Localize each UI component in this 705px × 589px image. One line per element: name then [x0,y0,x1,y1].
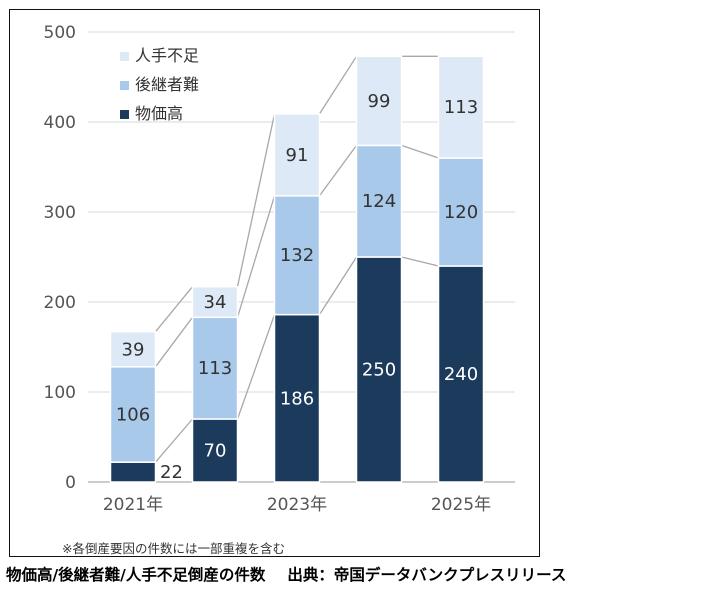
data-label: 34 [204,292,227,313]
bar-segment [355,256,403,483]
data-label: 106 [116,405,150,426]
y-tick-label: 200 [44,293,76,313]
legend-label: 後継者難 [135,75,199,94]
caption-source: 出典：帝国データバンクプレスリリース [287,566,567,584]
caption-title: 物価高/後継者難/人手不足倒産の件数 [6,566,266,584]
bar-segment [191,285,239,319]
data-label: 132 [280,245,314,266]
legend-swatch [120,110,129,119]
stacked-bar-chart: 221063970113341861329125012499240120113 … [44,23,515,515]
data-label: 91 [286,145,309,166]
x-tick-label: 2023年 [267,495,327,515]
bar-segment [355,144,403,258]
axis-ticks: 0 100 200 300 400 500 2021年 2023年 2025年 [44,23,492,515]
bar-segment [273,113,321,197]
connector-line [236,314,276,420]
connector-line [154,316,194,368]
connector-line [236,195,276,318]
legend-label: 物価高 [135,104,183,123]
figure-caption: 物価高/後継者難/人手不足倒産の件数 出典：帝国データバンクプレスリリース [6,563,566,585]
x-tick-label: 2025年 [431,495,491,515]
connector-line [401,256,439,267]
bar-segment [109,330,157,368]
data-label: 99 [368,91,391,112]
data-label: 113 [444,97,478,118]
y-tick-label: 400 [44,113,76,133]
footnote: ※各倒産要因の件数には一部重複を含む [62,541,285,556]
bar-segment [273,195,321,316]
connector-lines [154,55,439,463]
legend-swatch [120,52,129,61]
y-tick-label: 100 [44,383,76,403]
y-tick-label: 300 [44,203,76,223]
connector-line [318,145,358,197]
data-label: 120 [444,202,478,223]
data-label: 113 [198,358,232,379]
data-label: 186 [280,388,314,409]
bar-segment [273,313,321,483]
y-tick-label: 0 [65,473,76,493]
connector-line [318,55,358,115]
legend-label: 人手不足 [135,46,199,65]
bar-segment [437,55,485,159]
connector-line [401,144,439,159]
data-label: 39 [122,339,145,360]
connector-line [318,256,358,315]
bar-segment [109,461,157,483]
data-label: 250 [362,360,396,381]
chart-frame: 22 106 39 70 113 34 186 132 91 250 124 99 240 120 113 … [9,9,540,557]
bar-segment [355,55,403,147]
data-label: 124 [362,191,396,212]
legend-swatch [120,81,129,90]
connector-line [236,113,276,287]
x-tick-label: 2021年 [103,495,163,515]
data-label: 22 [160,462,183,483]
y-tick-label: 500 [44,23,76,43]
data-label: 70 [204,441,227,462]
connector-line [155,418,193,463]
data-label: 240 [444,364,478,385]
connector-line [154,286,194,333]
bars [109,55,485,483]
segment-labels: 22 106 39 70 113 34 186 132 91 250 124 99 240 120 113 [116,91,478,483]
